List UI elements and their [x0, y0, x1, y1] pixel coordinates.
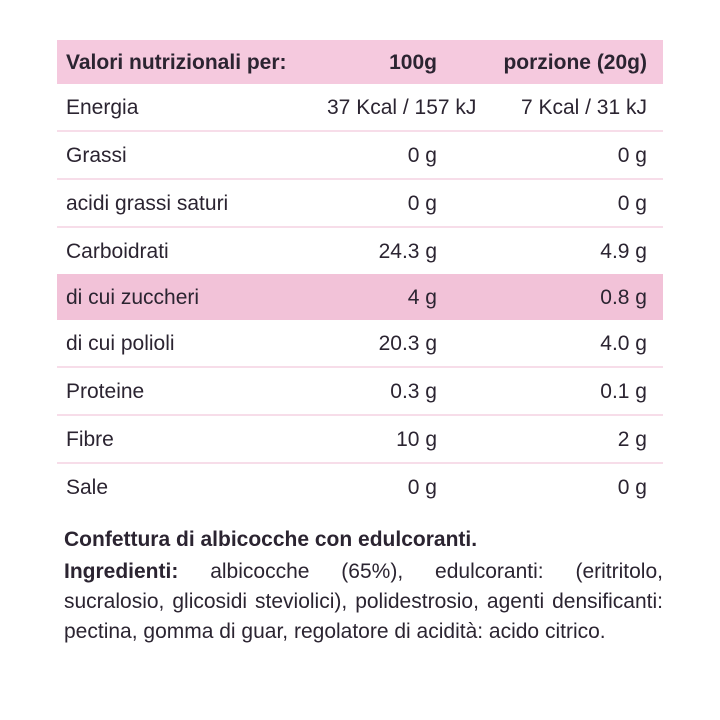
ingredients-paragraph: Ingredienti: albicocche (65%), edulcoran…	[57, 557, 663, 647]
row-value-portion: 4.0 g	[600, 331, 647, 355]
row-value-100g: 20.3 g	[378, 331, 437, 355]
product-title: Confettura di albicocche con edulcoranti…	[64, 528, 478, 551]
row-value-portion: 0 g	[617, 475, 647, 499]
table-row: Grassi 0 g 0 g	[57, 132, 663, 180]
table-body: Energia 37 Kcal / 157 kJ 7 Kcal / 31 kJ Gra…	[57, 84, 663, 510]
row-label: Fibre	[66, 427, 114, 451]
row-value-100g: 0 g	[407, 191, 437, 215]
description-block: Confettura di albicocche con edulcoranti…	[57, 525, 663, 647]
ingredients-label: Ingredienti:	[64, 560, 179, 583]
row-label: acidi grassi saturi	[66, 191, 229, 215]
row-value-portion: 4.9 g	[600, 239, 647, 263]
row-label: Energia	[66, 95, 139, 119]
header-col-100g: 100g	[389, 50, 437, 74]
row-value-portion: 7 Kcal / 31 kJ	[520, 95, 647, 119]
ingredients-text: albicocche (65%), edulcoranti: (eritrito…	[64, 560, 663, 643]
header-col-portion: porzione (20g)	[503, 50, 647, 74]
nutrition-label: Valori nutrizionali per: 100g porzione (…	[57, 40, 663, 647]
row-value-100g: 10 g	[396, 427, 437, 451]
nutrition-table: Valori nutrizionali per: 100g porzione (…	[57, 40, 663, 510]
row-value-portion: 2 g	[617, 427, 647, 451]
row-value-100g: 24.3 g	[378, 239, 437, 263]
row-value-100g: 0 g	[407, 143, 437, 167]
row-label: di cui zuccheri	[66, 285, 200, 309]
table-row: Proteine 0.3 g 0.1 g	[57, 368, 663, 416]
row-label: Carboidrati	[66, 239, 169, 263]
table-row: Energia 37 Kcal / 157 kJ 7 Kcal / 31 kJ	[57, 84, 663, 132]
row-value-portion: 0.8 g	[600, 285, 647, 309]
table-row: di cui zuccheri 4 g 0.8 g	[57, 274, 663, 320]
table-row: Fibre 10 g 2 g	[57, 416, 663, 464]
table-row: di cui polioli 20.3 g 4.0 g	[57, 320, 663, 368]
table-header-row: Valori nutrizionali per: 100g porzione (…	[57, 40, 663, 84]
row-value-portion: 0 g	[617, 191, 647, 215]
header-title: Valori nutrizionali per:	[66, 50, 287, 74]
row-value-100g: 0.3 g	[390, 379, 437, 403]
table-row: Carboidrati 24.3 g 4.9 g	[57, 228, 663, 274]
row-value-100g: 37 Kcal / 157 kJ	[327, 95, 477, 119]
row-value-portion: 0 g	[617, 143, 647, 167]
row-value-100g: 0 g	[407, 475, 437, 499]
row-label: Grassi	[66, 143, 127, 167]
table-row: acidi grassi saturi 0 g 0 g	[57, 180, 663, 228]
table-row: Sale 0 g 0 g	[57, 464, 663, 510]
row-value-100g: 4 g	[407, 285, 437, 309]
row-value-portion: 0.1 g	[600, 379, 647, 403]
row-label: Sale	[66, 475, 109, 499]
row-label: di cui polioli	[66, 331, 175, 355]
row-label: Proteine	[66, 379, 145, 403]
